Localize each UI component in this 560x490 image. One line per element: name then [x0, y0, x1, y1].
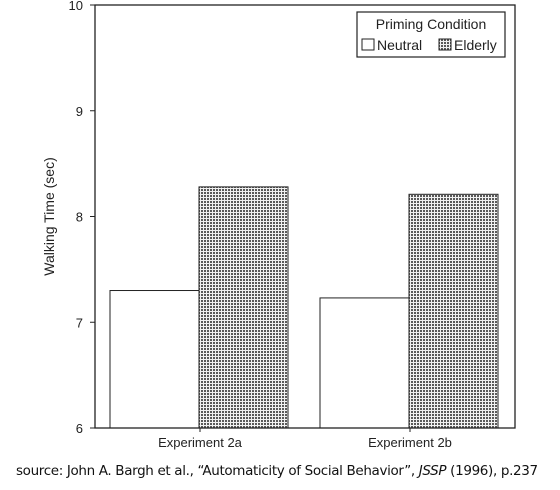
legend-title: Priming Condition	[376, 16, 487, 32]
y-tick-label: 6	[76, 421, 83, 436]
source-journal: JSSP	[418, 463, 447, 479]
legend-label-elderly: Elderly	[454, 37, 497, 53]
bar-chart: Experiment 2a Experiment 2b 6 7 8 9 10 Walking …	[41, 0, 516, 450]
bar-elderly-2	[408, 193, 499, 429]
legend-label-neutral: Neutral	[377, 37, 422, 53]
legend-swatch-neutral	[361, 38, 375, 51]
bar-neutral-1	[109, 290, 200, 429]
bar-elderly-1	[198, 186, 289, 429]
y-axis-title: Walking Time (sec)	[41, 157, 57, 276]
source-suffix: (1996), p.237	[450, 463, 538, 479]
source-citation: source: John A. Bargh et al., “Automatic…	[16, 463, 556, 479]
y-tick-label: 7	[76, 315, 83, 330]
x-tick-label: Experiment 2a	[158, 435, 243, 450]
source-prefix: source: John A. Bargh et al., “Automatic…	[16, 463, 415, 479]
legend-swatch-elderly	[438, 38, 452, 51]
x-tick-label: Experiment 2b	[368, 435, 452, 450]
y-tick-label: 10	[69, 0, 83, 13]
legend: Priming Condition Neutral Elderly	[356, 11, 506, 58]
y-tick-label: 9	[76, 104, 83, 119]
y-tick-label: 8	[76, 210, 83, 225]
legend-box	[356, 11, 506, 58]
bar-neutral-2	[319, 297, 410, 429]
